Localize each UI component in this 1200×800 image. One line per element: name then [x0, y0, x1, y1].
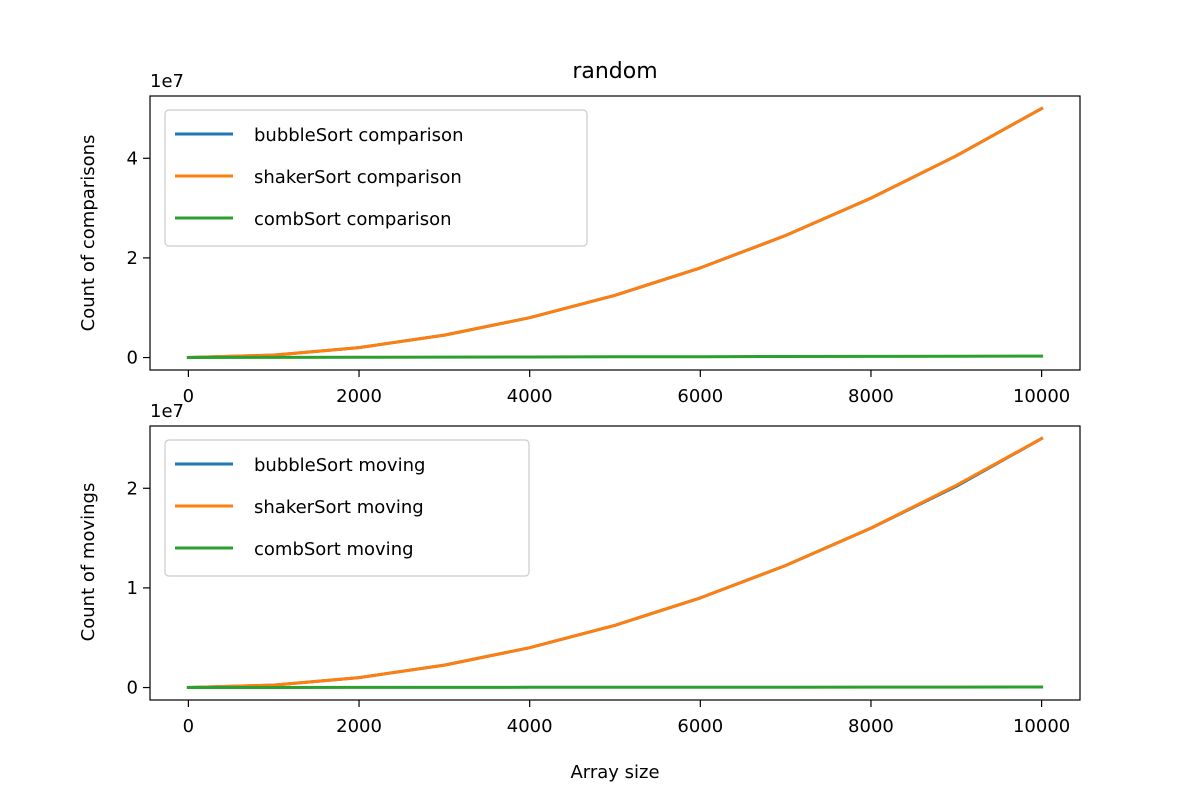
- legend-label: combSort moving: [254, 539, 414, 560]
- subplot-comparisons: 1e7 Count of comparisons 0 2000 4000 6000 80…: [78, 71, 1081, 407]
- y-offset-label-movings: 1e7: [150, 401, 184, 422]
- y-tick-label: 4: [127, 148, 138, 169]
- legend-label: bubbleSort comparison: [254, 125, 463, 146]
- x-tick-label: 8000: [848, 716, 894, 737]
- x-tick-label: 10000: [1013, 716, 1070, 737]
- plot-area-movings: 0 2000 4000 6000 8000 10000 0 1 2: [127, 425, 1081, 737]
- legend-movings: bubbleSort moving shakerSort moving combSo…: [164, 439, 530, 577]
- y-tick-label: 0: [127, 678, 138, 699]
- series-line-combsort-comparison: [186, 354, 1044, 360]
- axes-frame: [149, 95, 1081, 371]
- legend-box: [164, 439, 530, 577]
- x-axis-label: Array size: [570, 762, 659, 783]
- y-tick-label: 0: [127, 348, 138, 369]
- legend-label: shakerSort comparison: [254, 167, 462, 188]
- series-line-shakersort-comparison: [186, 106, 1044, 360]
- legend-box: [164, 109, 588, 247]
- y-offset-label-comparisons: 1e7: [150, 71, 184, 92]
- legend-comparisons: bubbleSort comparison shakerSort comparis…: [164, 109, 588, 247]
- x-tick-label: 6000: [677, 716, 723, 737]
- legend-label: combSort comparison: [254, 209, 452, 230]
- x-tick-label: 0: [183, 386, 194, 407]
- x-tick-label: 10000: [1013, 386, 1070, 407]
- y-axis-label-movings: Count of movings: [78, 483, 99, 642]
- x-tick-label: 0: [183, 716, 194, 737]
- y-tick-label: 2: [127, 478, 138, 499]
- series-line-combsort-moving: [186, 685, 1044, 689]
- y-axis-label-comparisons: Count of comparisons: [78, 135, 99, 332]
- figure-title: random: [572, 59, 657, 84]
- x-tick-label: 2000: [336, 386, 382, 407]
- subplot-movings: 1e7 Count of movings Array size 0 2000 400…: [78, 401, 1081, 783]
- x-tick-label: 4000: [507, 386, 553, 407]
- legend-label: shakerSort moving: [254, 497, 424, 518]
- x-tick-label: 6000: [677, 386, 723, 407]
- axes-frame: [149, 425, 1081, 701]
- series-line-shakersort-moving: [186, 436, 1044, 690]
- legend-label: bubbleSort moving: [254, 455, 425, 476]
- plot-area-comparisons: 0 2000 4000 6000 8000 10000 0 2 4: [127, 95, 1081, 407]
- x-tick-label: 8000: [848, 386, 894, 407]
- x-tick-label: 4000: [507, 716, 553, 737]
- y-tick-label: 2: [127, 248, 138, 269]
- x-tick-label: 2000: [336, 716, 382, 737]
- y-tick-label: 1: [127, 578, 138, 599]
